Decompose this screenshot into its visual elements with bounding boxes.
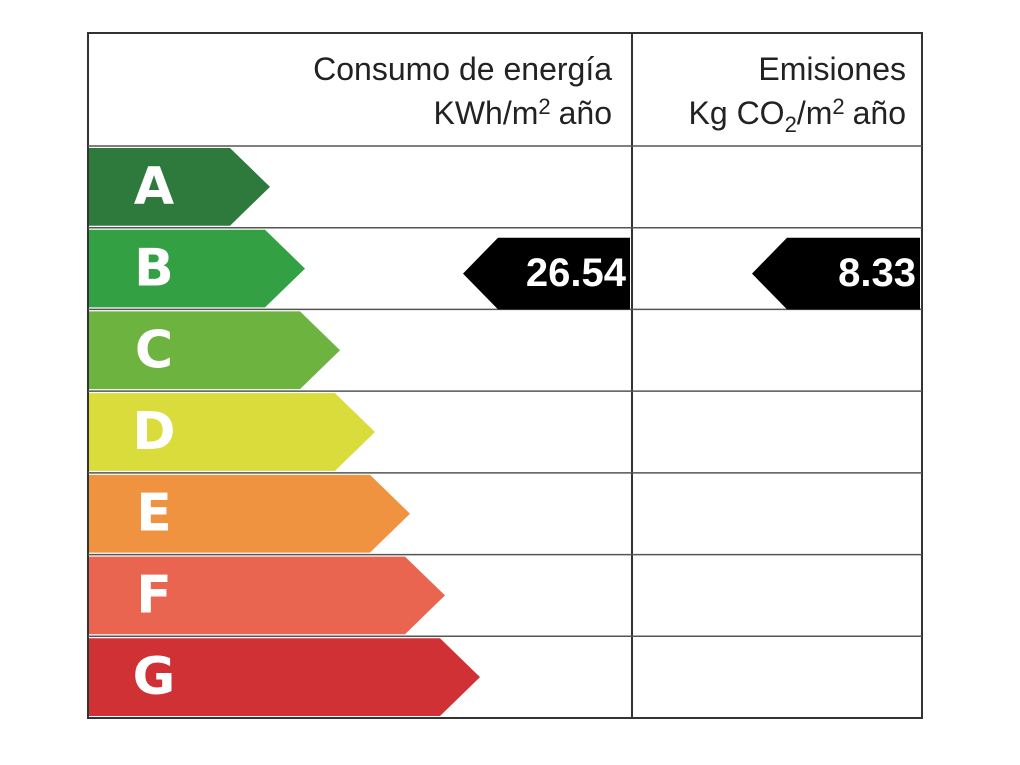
class-arrow <box>89 148 270 226</box>
energy-title: Consumo de energía <box>313 51 612 87</box>
unit-part: KWh/m <box>433 95 538 131</box>
value-arrow <box>752 237 920 310</box>
energy-unit: KWh/m2 año <box>433 94 612 131</box>
unit-part: año <box>853 95 906 131</box>
class-arrow <box>89 638 480 716</box>
unit-part: año <box>559 95 612 131</box>
unit-sup: 2 <box>538 94 550 119</box>
class-letter: G <box>133 647 176 707</box>
class-arrow <box>89 229 305 308</box>
emissions-title: Emisiones <box>758 51 906 87</box>
class-letter: F <box>136 565 172 625</box>
frame <box>87 32 923 719</box>
class-letter: A <box>134 157 174 217</box>
value-label: 26.54 <box>526 251 627 295</box>
unit-part: Kg CO <box>689 95 785 131</box>
class-arrow <box>89 556 445 635</box>
class-arrow <box>89 311 340 390</box>
value-label: 8.33 <box>838 251 916 295</box>
unit-sup: 2 <box>832 94 844 119</box>
class-letter: C <box>135 320 173 380</box>
class-letter: E <box>136 484 172 544</box>
unit-part: /m <box>797 95 833 131</box>
class-letter: D <box>132 402 175 462</box>
unit-sub: 2 <box>785 112 797 137</box>
class-arrow <box>89 393 375 471</box>
emissions-unit: Kg CO2/m2 año <box>689 94 906 137</box>
value-arrow <box>463 237 630 310</box>
class-arrow <box>89 474 410 553</box>
class-letter: B <box>134 239 174 299</box>
